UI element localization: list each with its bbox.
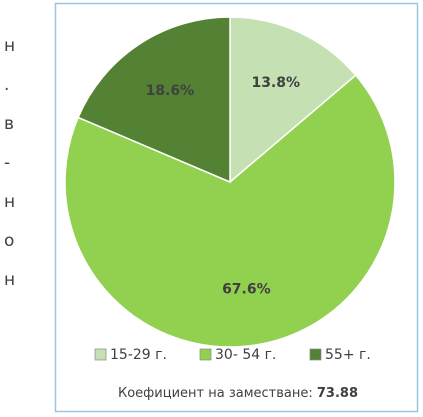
legend-label: 15-29 г.: [110, 347, 167, 363]
footer-value: 73.88: [317, 386, 358, 401]
legend: 15-29 г. 30- 54 г. 55+ г.: [94, 347, 371, 363]
legend-swatch: [199, 348, 212, 361]
legend-label: 30- 54 г.: [215, 347, 276, 363]
side-text: н: [4, 270, 15, 290]
slice-label: 18.6%: [146, 83, 195, 99]
slice-label: 13.8%: [251, 75, 300, 91]
side-text: о: [4, 231, 14, 251]
pie-slice: [77, 16, 231, 184]
pie-slice: [229, 16, 357, 184]
side-text: н: [4, 36, 15, 56]
footer: Коефициент на заместване: 73.88: [118, 386, 358, 401]
side-text: -: [4, 153, 10, 173]
slice-label: 67.6%: [222, 282, 271, 298]
side-text: н: [4, 192, 15, 212]
footer-label: Коефициент на заместване:: [118, 386, 313, 401]
side-text: в: [4, 114, 14, 134]
legend-swatch: [309, 348, 322, 361]
legend-swatch: [94, 348, 107, 361]
pie: 13.8% 67.6% 18.6%: [64, 16, 396, 348]
side-text: .: [4, 75, 9, 95]
pie-slice: [64, 74, 396, 348]
legend-label: 55+ г.: [325, 347, 371, 363]
